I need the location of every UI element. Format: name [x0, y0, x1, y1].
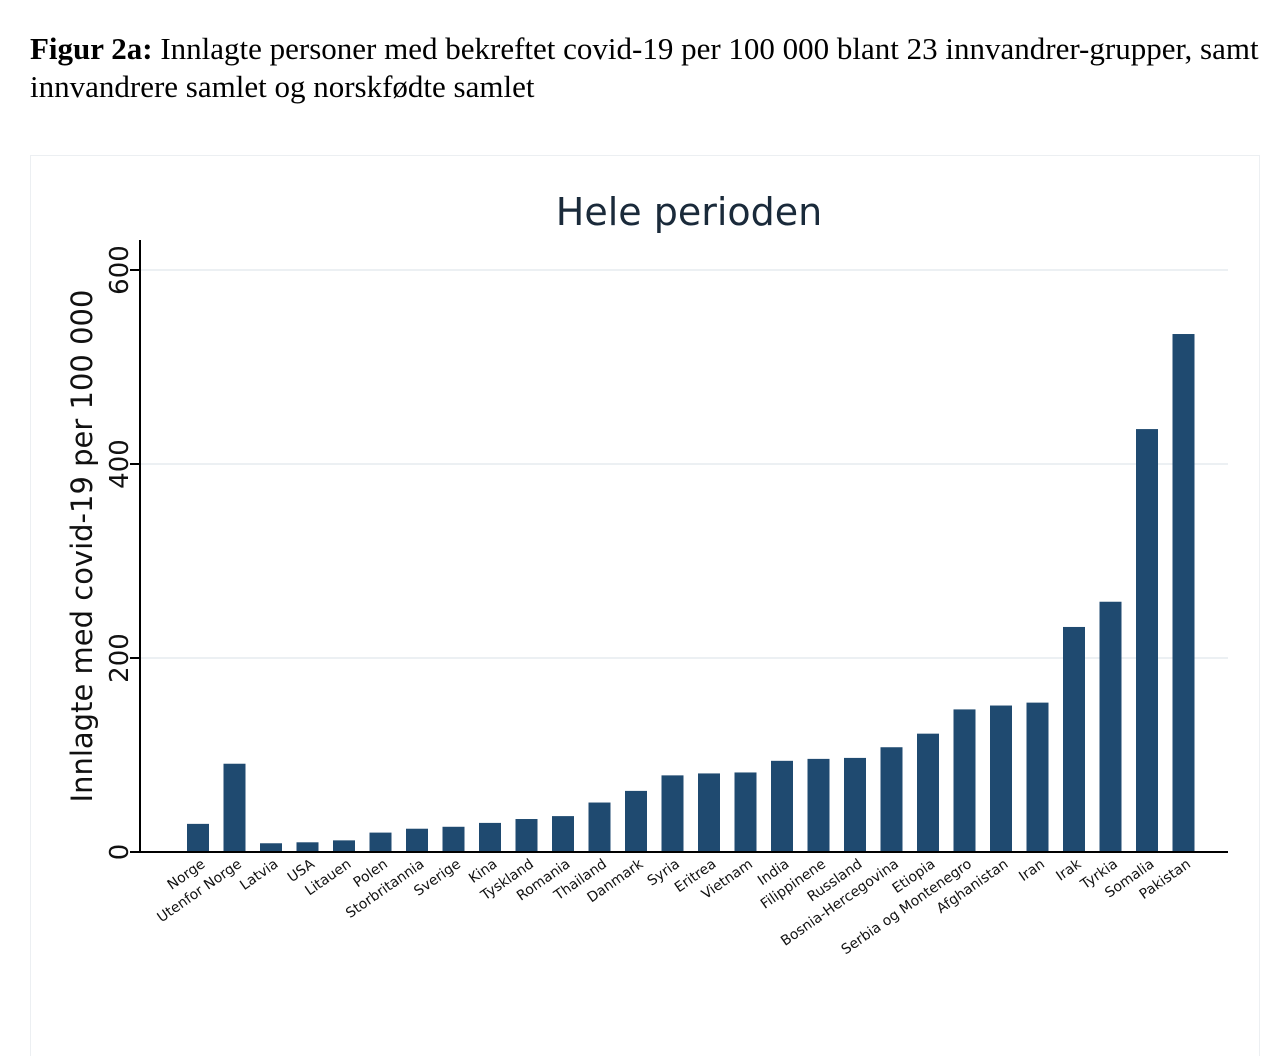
bar [187, 823, 209, 852]
bar [296, 842, 319, 852]
bar [771, 760, 793, 852]
bars [187, 334, 1195, 852]
bar [588, 802, 611, 852]
bar [369, 832, 392, 852]
bar [1136, 429, 1158, 852]
bar [734, 772, 757, 852]
bar [1099, 601, 1122, 852]
y-axis-label: Innlagte med covid-19 per 100 000 [65, 290, 99, 803]
y-tick-label: 200 [105, 633, 135, 683]
chart-frame [30, 155, 1260, 1056]
bar [990, 705, 1012, 852]
bar [625, 790, 647, 852]
y-tick-label: 0 [105, 844, 135, 861]
bar [1172, 334, 1195, 852]
x-tick-label: Iran [1016, 856, 1048, 885]
bar [807, 758, 830, 852]
bar [661, 775, 684, 852]
bar [552, 816, 574, 852]
bar [442, 826, 465, 852]
y-tick-label: 600 [105, 245, 135, 295]
bar [333, 840, 355, 852]
y-axis: 0 200 400 600 [105, 245, 140, 860]
figure-caption-text: Innlagte personer med bekreftet covid-19… [30, 31, 1259, 104]
bar [223, 763, 246, 852]
figure-caption-label: Figur 2a: [30, 31, 153, 66]
y-tick-label: 400 [105, 439, 135, 489]
bar [260, 843, 282, 852]
bar [917, 733, 939, 852]
bar [953, 709, 976, 852]
bar [406, 828, 428, 852]
bar [698, 773, 720, 852]
bar [880, 747, 903, 852]
bar [1063, 626, 1085, 852]
chart-title: Hele perioden [556, 190, 822, 234]
figure-caption: Figur 2a: Innlagte personer med bekrefte… [30, 30, 1260, 106]
bar [515, 819, 538, 852]
bar [479, 822, 501, 852]
gridlines [140, 269, 1228, 659]
bar [1026, 702, 1049, 852]
x-tick-label: Latvia [237, 856, 281, 894]
bar [844, 757, 866, 852]
